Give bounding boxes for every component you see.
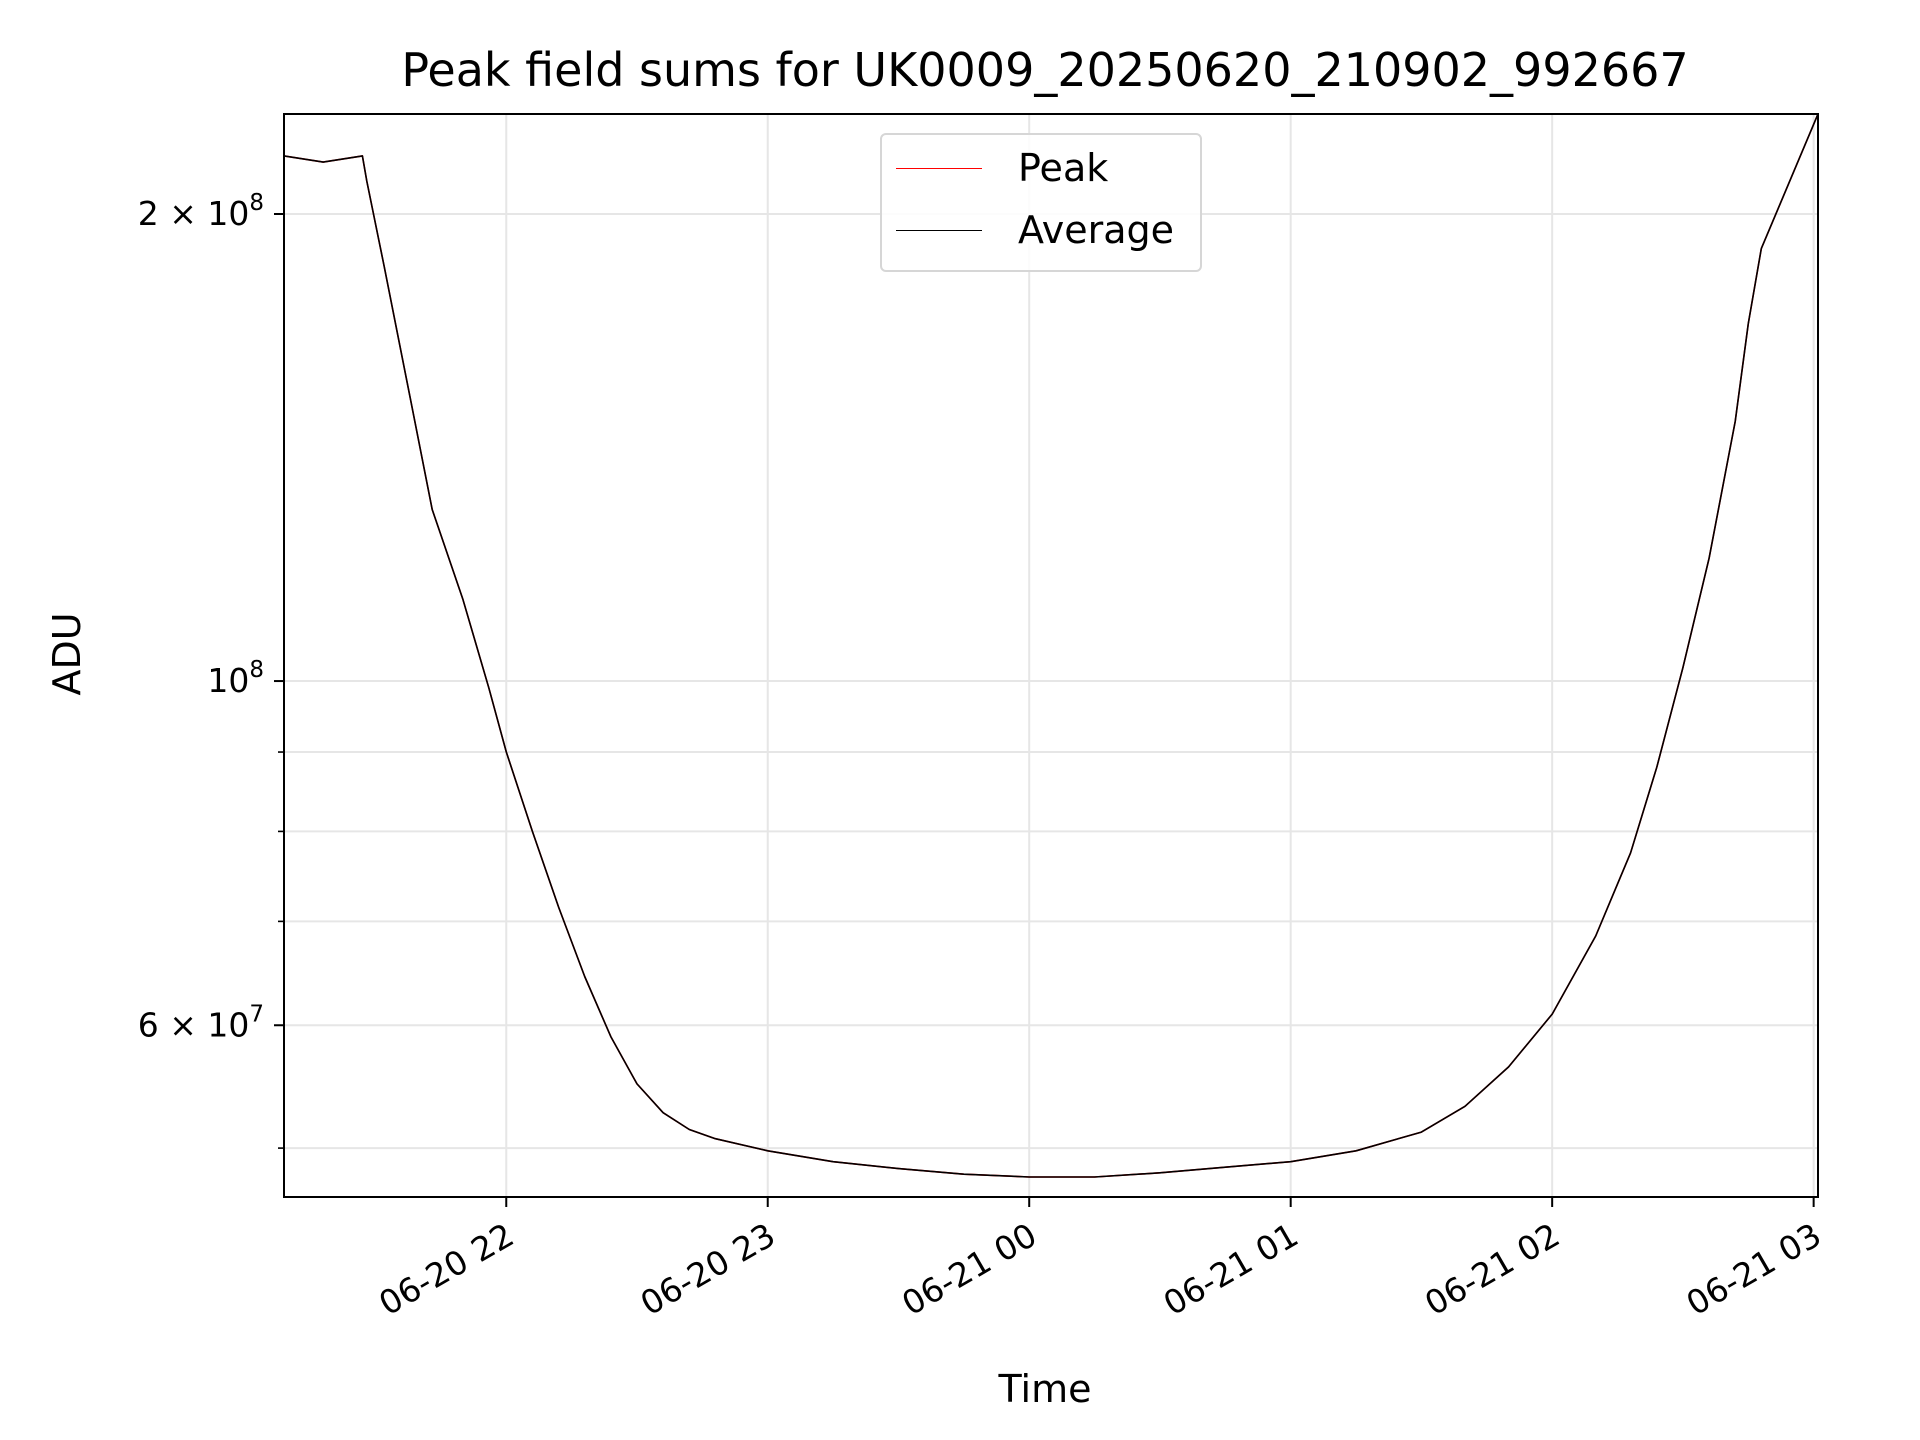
y-tick-label: 108 (207, 657, 264, 700)
grid-lines (284, 114, 1818, 1197)
y-axis: 6 × 107 108 2 × 108 (138, 190, 284, 1149)
y-axis-label: ADU (45, 612, 89, 695)
legend-label-average: Average (1018, 208, 1175, 252)
x-axis-label: Time (998, 1367, 1092, 1411)
legend-swatch-peak (896, 167, 982, 169)
legend-label-peak: Peak (1018, 146, 1109, 190)
y-tick-label: 2 × 108 (138, 190, 264, 233)
y-tick-label: 6 × 107 (138, 1001, 264, 1044)
plot-area (284, 114, 1818, 1178)
legend-item-average: Average (896, 205, 1174, 255)
series-line-average (284, 114, 1818, 1178)
axes-frame (283, 113, 1819, 1198)
legend-swatch-average (896, 229, 982, 231)
chart-title: Peak field sums for UK0009_20250620_2109… (401, 43, 1688, 97)
legend: Peak Average (880, 133, 1202, 272)
legend-item-peak: Peak (896, 143, 1108, 193)
